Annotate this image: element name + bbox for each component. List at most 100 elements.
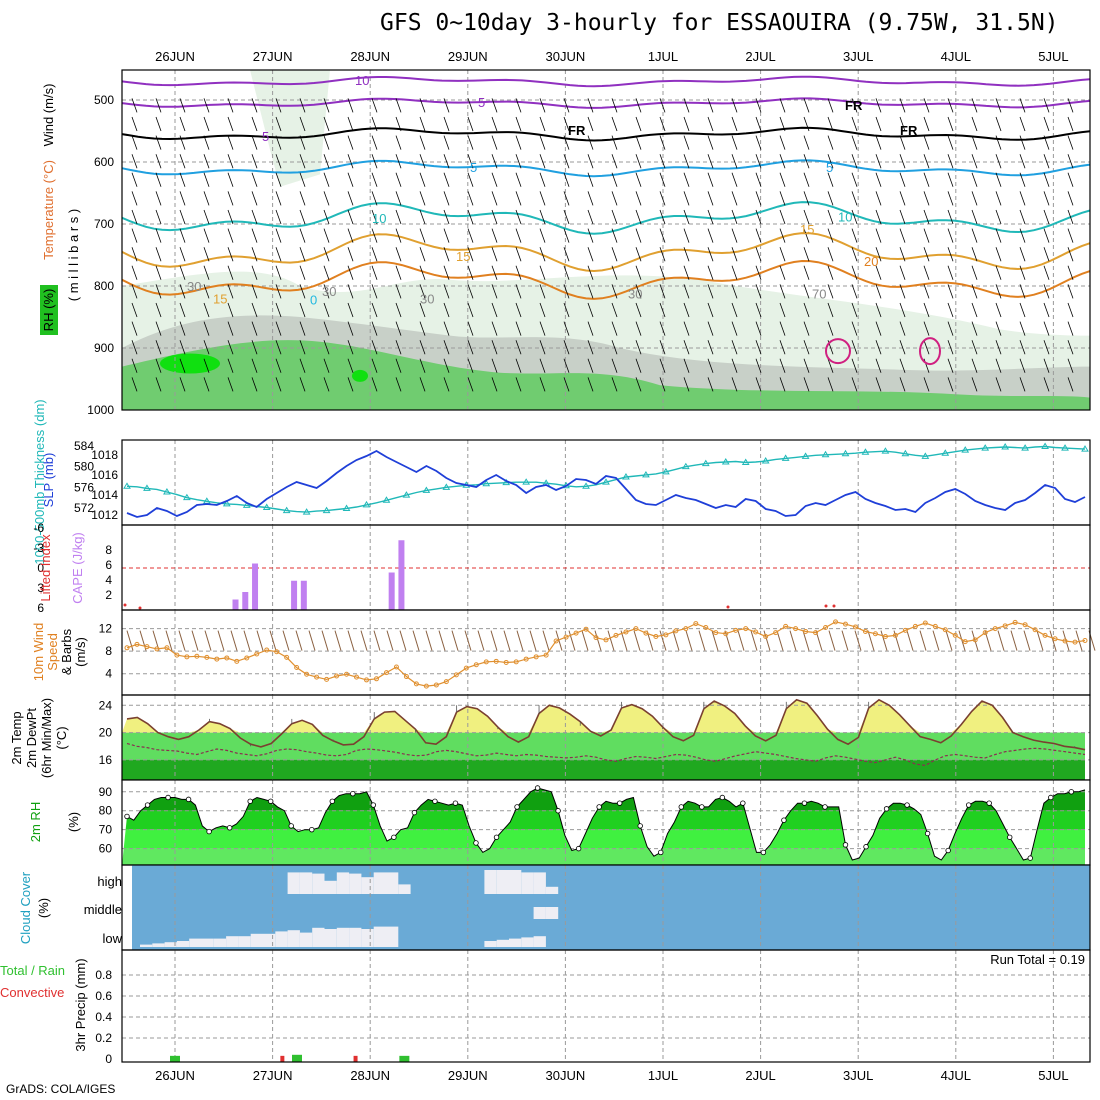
wind-barb-10m bbox=[334, 630, 342, 651]
wind-barb bbox=[779, 321, 786, 336]
wind-barb bbox=[467, 172, 474, 187]
wind-barb bbox=[179, 209, 186, 225]
wind-barb bbox=[731, 191, 738, 206]
cape-bar bbox=[300, 580, 307, 610]
wind-barb bbox=[227, 228, 234, 243]
cloud-high-bar bbox=[361, 877, 374, 894]
wind-barb-10m bbox=[893, 630, 901, 651]
wind-speed-point bbox=[1002, 623, 1008, 629]
wind-barb bbox=[323, 209, 330, 225]
date-label-bottom: 1JUL bbox=[648, 1068, 678, 1083]
wind-barb bbox=[443, 321, 450, 336]
wind-barb bbox=[731, 98, 738, 113]
date-label-bottom: 4JUL bbox=[941, 1068, 971, 1083]
wind-barb bbox=[779, 265, 786, 280]
wind-barb bbox=[947, 98, 954, 113]
wind-barb-10m bbox=[256, 630, 264, 651]
ytick-wind: 12 bbox=[99, 622, 113, 636]
thickness-point bbox=[143, 484, 151, 491]
wind-barb bbox=[203, 191, 210, 206]
wind-barb bbox=[371, 340, 378, 355]
wind-barb bbox=[947, 228, 954, 243]
wind-barb bbox=[851, 377, 858, 392]
wind-barb bbox=[875, 191, 882, 206]
wind-barb bbox=[971, 228, 978, 243]
wind-barb bbox=[515, 302, 522, 318]
wind-barb bbox=[803, 172, 810, 187]
wind-speed-point bbox=[294, 665, 300, 671]
wind-speed-point bbox=[463, 665, 469, 671]
wind-barb bbox=[707, 228, 714, 243]
wind-speed-point bbox=[912, 623, 918, 629]
date-label-top: 29JUN bbox=[448, 49, 488, 64]
wind-barb bbox=[635, 154, 642, 169]
ytick-thickness: 576 bbox=[74, 480, 94, 494]
wind-barb bbox=[563, 135, 570, 150]
thickness-point bbox=[622, 473, 630, 480]
wind-barb bbox=[659, 284, 666, 299]
cloud-low-bar bbox=[250, 933, 263, 947]
rh-point bbox=[432, 798, 438, 804]
wind-barb bbox=[347, 284, 354, 299]
rh-point bbox=[514, 804, 520, 810]
wind-barb bbox=[1043, 321, 1050, 336]
wind-barb bbox=[875, 284, 882, 299]
wind-barb bbox=[587, 209, 594, 225]
wind-barb-10m bbox=[672, 630, 680, 651]
wind-barb bbox=[1067, 321, 1074, 336]
wind-barb bbox=[467, 340, 474, 355]
wind-barb bbox=[995, 228, 1002, 243]
cloud-low-bar bbox=[373, 926, 386, 947]
wind-barb bbox=[347, 154, 354, 169]
wind-barb bbox=[539, 321, 546, 336]
wind-barb bbox=[131, 321, 138, 336]
wind-barb bbox=[491, 284, 498, 299]
wind-barb bbox=[659, 302, 666, 318]
wind-barb-10m bbox=[776, 630, 784, 651]
ytick-rh: 60 bbox=[99, 842, 113, 856]
ytick-slp: 1016 bbox=[91, 468, 118, 482]
wind-barb bbox=[803, 284, 810, 299]
wind-barb bbox=[371, 172, 378, 187]
wind-barb bbox=[611, 228, 618, 243]
wind-barb bbox=[611, 154, 618, 169]
wind-barb-10m bbox=[191, 630, 199, 651]
wind-barb-10m bbox=[568, 630, 576, 651]
wind-speed-point bbox=[1052, 636, 1058, 642]
wind-barb bbox=[875, 98, 882, 113]
rh-point bbox=[288, 823, 294, 829]
wind-barb bbox=[131, 340, 138, 355]
ytick-precip: 0.4 bbox=[95, 1010, 112, 1024]
wind-barb bbox=[227, 209, 234, 225]
ylabel-temp-1: 2m DewPt bbox=[24, 708, 39, 768]
wind-barb bbox=[347, 172, 354, 187]
wind-barb bbox=[203, 358, 210, 373]
wind-barb bbox=[539, 228, 546, 243]
wind-barb-10m bbox=[581, 630, 589, 651]
wind-barb bbox=[347, 209, 354, 225]
wind-barb bbox=[995, 302, 1002, 318]
wind-barb bbox=[851, 154, 858, 169]
date-label-top: 4JUL bbox=[941, 49, 971, 64]
contour-temp-10 bbox=[121, 201, 1091, 235]
cloud-low-bar bbox=[509, 938, 522, 947]
wind-barb bbox=[1019, 340, 1026, 355]
ylabel-wind10m-0: 10m Wind bbox=[31, 623, 46, 682]
wind-barb bbox=[587, 172, 594, 187]
rh-point bbox=[699, 804, 705, 810]
wind-barb bbox=[251, 302, 258, 318]
cloud-low-bar bbox=[226, 936, 239, 947]
wind-barb bbox=[227, 154, 234, 169]
rh-point bbox=[740, 800, 746, 806]
date-label-bottom: 2JUL bbox=[745, 1068, 775, 1083]
wind-barb bbox=[515, 247, 522, 262]
wind-barb bbox=[635, 358, 642, 373]
rh-point bbox=[986, 800, 992, 806]
ytick-precip: 0.2 bbox=[95, 1031, 112, 1045]
ylabel-cape: CAPE (J/kg) bbox=[70, 532, 85, 604]
wind-barb bbox=[419, 98, 426, 113]
wind-barb bbox=[131, 358, 138, 373]
wind-barb bbox=[731, 377, 738, 392]
wind-barb bbox=[995, 247, 1002, 262]
ylabel-precip-conv: Convective bbox=[0, 985, 64, 1000]
